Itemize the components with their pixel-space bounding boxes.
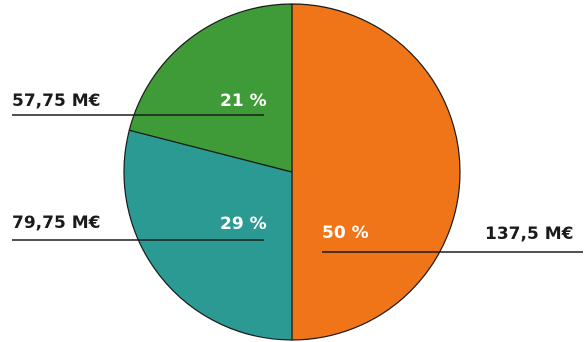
pie-slice-0	[291, 3, 461, 341]
slice-percent-label-2: 21 %	[220, 91, 267, 111]
slice-percent-label-1: 29 %	[220, 214, 267, 234]
leader-lines	[12, 114, 583, 253]
slice-value-label-2: 57,75 M€	[12, 91, 100, 111]
pie-slice-1	[123, 129, 293, 341]
pie-slice-2	[128, 3, 293, 173]
pie-slices	[123, 3, 461, 341]
slice-percent-label-0: 50 %	[322, 223, 369, 243]
slice-value-label-0: 137,5 M€	[485, 224, 573, 244]
slice-value-label-1: 79,75 M€	[12, 213, 100, 233]
